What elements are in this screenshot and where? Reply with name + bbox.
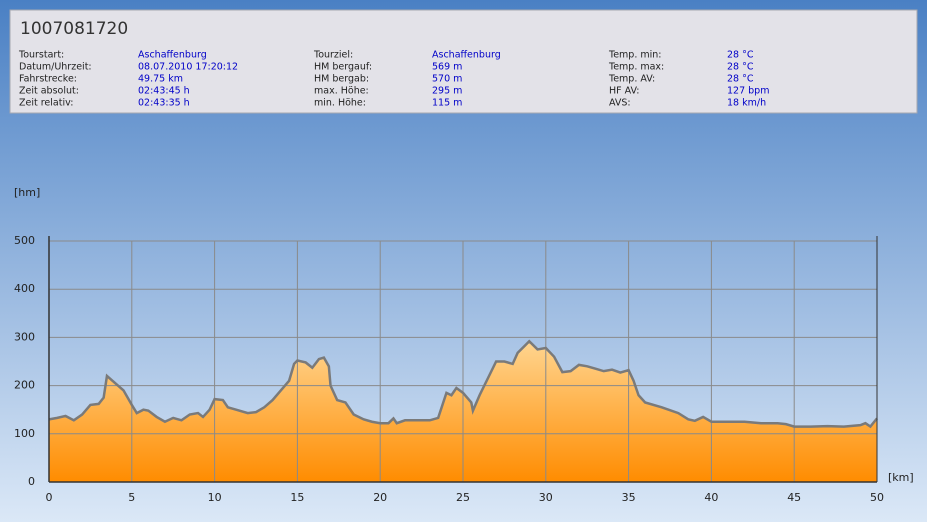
info-label: AVS: (609, 98, 631, 109)
info-value: 569 m (432, 62, 462, 73)
info-panel (9, 9, 918, 114)
info-label: Temp. min: (608, 50, 661, 61)
x-tick-label: 30 (539, 491, 553, 504)
info-value: 295 m (432, 86, 462, 97)
info-value: 115 m (432, 98, 462, 109)
x-tick-label: 45 (787, 491, 801, 504)
info-value: Aschaffenburg (138, 50, 207, 61)
info-value: 49.75 km (138, 74, 183, 85)
y-tick-label: 200 (14, 379, 35, 392)
x-tick-label: 40 (704, 491, 718, 504)
tour-title: 1007081720 (20, 19, 128, 39)
info-label: Tourstart: (18, 50, 64, 61)
info-value: 18 km/h (727, 98, 766, 109)
info-label: HM bergab: (314, 74, 369, 85)
info-label: Temp. AV: (608, 74, 655, 85)
x-tick-label: 0 (46, 491, 53, 504)
info-value: 02:43:35 h (138, 98, 190, 109)
y-tick-label: 500 (14, 234, 35, 247)
y-axis-label: [hm] (14, 186, 40, 199)
x-tick-label: 10 (208, 491, 222, 504)
info-value: 08.07.2010 17:20:12 (138, 62, 238, 73)
y-tick-label: 400 (14, 282, 35, 295)
x-tick-label: 25 (456, 491, 470, 504)
info-label: Tourziel: (313, 50, 353, 61)
info-label: Datum/Uhrzeit: (19, 62, 92, 73)
info-label: Temp. max: (608, 62, 664, 73)
info-label: Fahrstrecke: (19, 74, 77, 85)
info-value: 28 °C (727, 74, 754, 85)
x-tick-label: 15 (290, 491, 304, 504)
y-tick-label: 0 (28, 475, 35, 488)
info-value: 570 m (432, 74, 462, 85)
x-tick-label: 20 (373, 491, 387, 504)
x-tick-label: 50 (870, 491, 884, 504)
info-value: 127 bpm (727, 86, 769, 97)
info-value: 02:43:45 h (138, 86, 190, 97)
info-label: Zeit relativ: (19, 98, 73, 109)
x-tick-label: 5 (128, 491, 135, 504)
y-tick-label: 100 (14, 427, 35, 440)
info-label: HF AV: (609, 86, 639, 97)
elevation-line (48, 339, 878, 429)
info-value: Aschaffenburg (432, 50, 501, 61)
x-axis-label: [km] (888, 471, 914, 484)
info-label: Zeit absolut: (19, 86, 79, 97)
info-value: 28 °C (727, 50, 754, 61)
info-label: HM bergauf: (314, 62, 372, 73)
info-label: min. Höhe: (314, 98, 366, 109)
info-label: max. Höhe: (314, 86, 369, 97)
info-value: 28 °C (727, 62, 754, 73)
y-tick-label: 300 (14, 330, 35, 343)
x-tick-label: 35 (622, 491, 636, 504)
